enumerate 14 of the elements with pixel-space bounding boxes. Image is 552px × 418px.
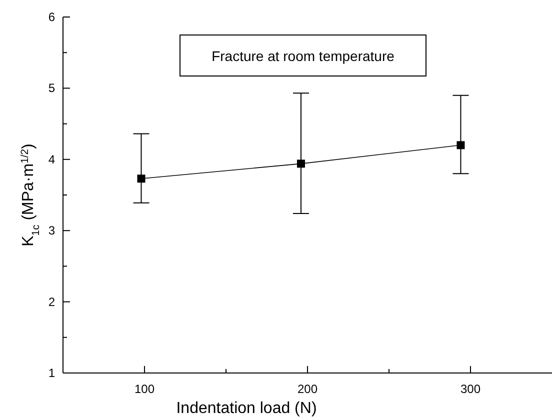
- x-tick-label: 100: [134, 382, 155, 396]
- y-tick-label: 1: [48, 366, 56, 380]
- y-tick-label: 4: [48, 152, 56, 166]
- y-tick-label: 2: [48, 294, 56, 309]
- x-tick-label: 200: [297, 382, 318, 396]
- x-tick-label: 300: [460, 382, 481, 396]
- point: [296, 160, 305, 168]
- point: [137, 174, 146, 183]
- y-tick-label: 3: [48, 224, 56, 238]
- y-tick-label: 6: [48, 10, 56, 24]
- x-axis-title: Indentation load (N): [176, 400, 317, 417]
- annotation: Fracture at room temperature: [212, 48, 395, 64]
- y-tick-label: 5: [48, 81, 56, 96]
- point: [456, 141, 465, 150]
